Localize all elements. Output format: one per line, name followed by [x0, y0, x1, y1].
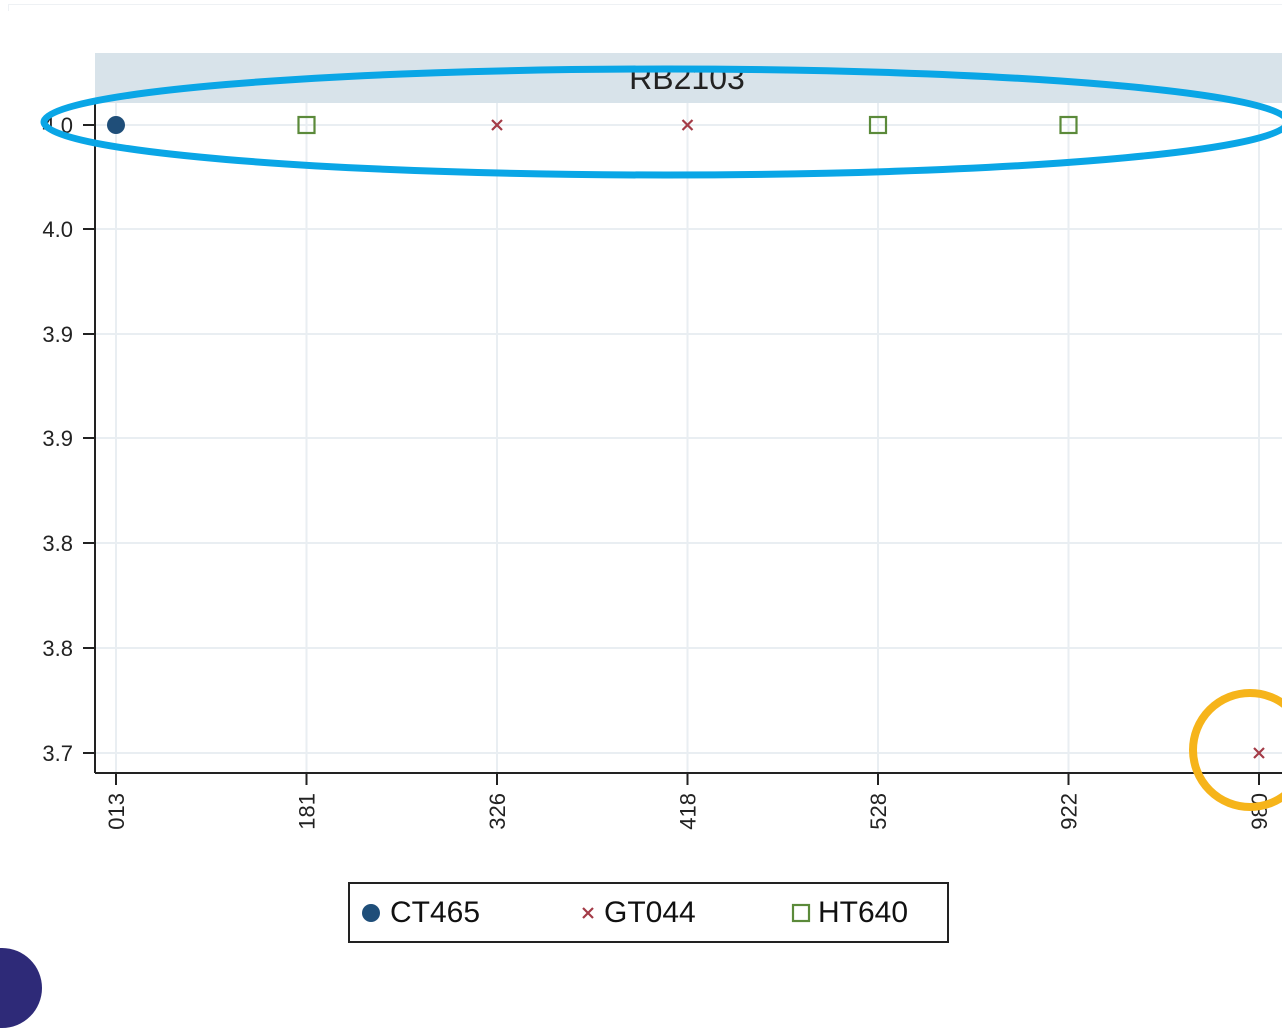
y-tick-label: 3.9 — [42, 322, 73, 347]
point-gt044 — [491, 119, 503, 131]
point-ht640 — [868, 115, 888, 135]
y-tick-label: 4.0 — [42, 217, 73, 242]
legend-label-gt044: GT044 — [604, 895, 696, 929]
top-frame — [8, 4, 1282, 11]
annotation-layer — [40, 65, 1282, 811]
legend-item-ht640: HT640 — [790, 884, 908, 941]
point-ht640 — [1059, 115, 1078, 135]
legend-item-gt044: GT044 — [578, 884, 696, 941]
y-tick-label: 3.7 — [42, 741, 73, 766]
y-tick-label: 3.9 — [42, 426, 73, 451]
legend-label-ct465: CT465 — [390, 895, 481, 929]
annotation-circle — [1189, 689, 1282, 811]
point-ct465 — [107, 116, 125, 134]
legend-marker-x-icon — [582, 906, 594, 919]
y-tick-label: 3.8 — [42, 636, 73, 661]
x-tick-label: 013 — [104, 793, 129, 830]
x-tick-label: 326 — [485, 793, 510, 830]
legend: CT465 GT044 HT640 — [348, 882, 949, 943]
y-tick-label: 3.8 — [42, 531, 73, 556]
annotation-ellipse — [40, 65, 1282, 179]
x-tick-label: 418 — [676, 793, 701, 830]
legend-marker-circle-icon — [362, 903, 380, 922]
points-layer — [107, 115, 1265, 759]
x-tick-label: 922 — [1057, 793, 1082, 830]
point-gt044 — [681, 119, 694, 131]
x-tick-label: 528 — [866, 793, 891, 830]
point-gt044 — [1253, 747, 1265, 759]
point-ht640 — [297, 115, 316, 135]
chart-title: RB2103 — [629, 60, 745, 96]
x-tick-label: 181 — [295, 793, 320, 830]
x-tick-label: 980 — [1247, 793, 1272, 830]
legend-item-ct465: CT465 — [360, 884, 480, 941]
legend-marker-square-icon — [791, 903, 811, 922]
grid-layer — [95, 103, 1282, 773]
legend-label-ht640: HT640 — [818, 895, 909, 929]
